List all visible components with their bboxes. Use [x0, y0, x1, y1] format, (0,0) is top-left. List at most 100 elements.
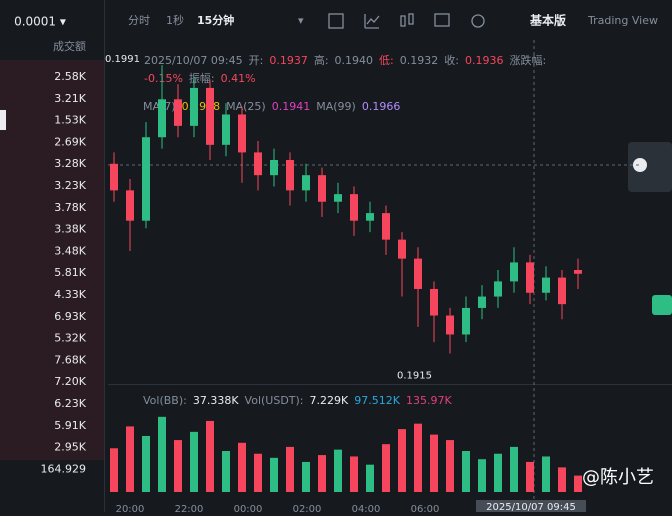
- volume-bar: [558, 467, 566, 492]
- book-value: 7.20K: [54, 375, 86, 388]
- volume-bar: [478, 459, 486, 492]
- info-text: 2025/10/07 09:45: [144, 54, 243, 67]
- info-text: 0.1937: [269, 54, 308, 67]
- candle-body: [190, 87, 198, 126]
- volume-bar: [238, 442, 246, 492]
- divider: [108, 384, 672, 385]
- step[interactable]: 0.0001 ▾: [14, 15, 66, 29]
- candle-body: [510, 262, 518, 282]
- volume-bar: [414, 423, 422, 492]
- info-text: 97.512K: [354, 394, 400, 407]
- info-text: 开:: [249, 54, 264, 67]
- book-value: 2.95K: [54, 441, 86, 454]
- info-text: 0.1940: [335, 54, 374, 67]
- candle-body: [558, 277, 566, 305]
- candle-body: [206, 87, 214, 145]
- basic-mode[interactable]: 基本版: [529, 13, 566, 28]
- book-value: 5.91K: [54, 419, 86, 432]
- info-text: 低:: [379, 54, 394, 67]
- volume-bar: [398, 429, 406, 492]
- candle-body: [462, 307, 470, 335]
- candle-body: [286, 160, 294, 191]
- book-value: 3.23K: [54, 179, 86, 192]
- candle-body: [414, 258, 422, 289]
- volume-bar: [142, 435, 150, 492]
- book-value: 3.21K: [54, 92, 86, 105]
- interval[interactable]: 1秒: [166, 13, 184, 27]
- info-text: 0.1966: [362, 100, 401, 113]
- volume-bar: [126, 426, 134, 492]
- book-value: 3.48K: [54, 244, 86, 257]
- plus-icon[interactable]: [633, 158, 647, 172]
- time-label: 04:00: [352, 504, 381, 512]
- volume-bar: [270, 457, 278, 492]
- info-text: 收:: [444, 53, 459, 67]
- volume-bar: [158, 416, 166, 492]
- dropdown[interactable]: ▾: [298, 14, 304, 27]
- side-button[interactable]: [628, 142, 672, 192]
- interval[interactable]: 15分钟: [197, 13, 234, 27]
- candle-body: [110, 163, 118, 191]
- divider: [104, 0, 105, 512]
- marker: [0, 110, 6, 130]
- info-text: 涨跌幅:: [509, 53, 546, 67]
- info-text: 0.1936: [465, 54, 504, 67]
- book-value: 4.33K: [54, 288, 86, 301]
- info-text: -0.15%: [144, 72, 183, 85]
- candle-body: [398, 239, 406, 259]
- tv-mode[interactable]: Trading View: [587, 14, 658, 27]
- candle-body: [430, 288, 438, 316]
- book-header: 成交额: [53, 39, 86, 53]
- info-text: 0.1941: [272, 100, 311, 113]
- volume-bar: [462, 451, 470, 492]
- candle-body: [574, 270, 582, 274]
- candle-body: [270, 160, 278, 176]
- volume-bar: [206, 420, 214, 492]
- max-label: 0.1991: [105, 54, 140, 65]
- time-label: 22:00: [175, 504, 204, 512]
- volume-bar: [350, 456, 358, 492]
- candle-body: [238, 114, 246, 153]
- volume-bar: [318, 455, 326, 492]
- volume-bar: [190, 431, 198, 492]
- info-text: 37.338K: [193, 394, 239, 407]
- book-value: 2.69K: [54, 135, 86, 148]
- toolbar-icons[interactable]: [328, 13, 485, 29]
- time-tag: [476, 500, 586, 512]
- book-value: 3.78K: [54, 201, 86, 214]
- candle-body: [126, 190, 134, 221]
- volume-bar: [574, 475, 582, 492]
- candle-body: [174, 99, 182, 126]
- volume-bar: [526, 461, 534, 492]
- candle-body: [446, 315, 454, 335]
- candle-body: [334, 194, 342, 202]
- book-value: 2.58K: [54, 70, 86, 83]
- book-value: 6.93K: [54, 310, 86, 323]
- candle-body: [350, 194, 358, 221]
- interval[interactable]: 分时: [128, 14, 150, 27]
- time-label: 20:00: [116, 504, 145, 512]
- volume-bar: [110, 448, 118, 492]
- volume-bar: [542, 456, 550, 492]
- info-text: 0.1932: [400, 54, 439, 67]
- volume-bar: [334, 449, 342, 492]
- info-text: 135.97K: [406, 394, 452, 407]
- volume-bar: [382, 444, 390, 492]
- book-value: 3.38K: [54, 223, 86, 236]
- volume-bar: [494, 453, 502, 492]
- volume-bar: [254, 453, 262, 492]
- book-value: 3.28K: [54, 157, 86, 170]
- info-text: 0.41%: [221, 72, 256, 85]
- volume-bar: [366, 464, 374, 492]
- volume-bar: [446, 440, 454, 492]
- candle-body: [254, 152, 262, 176]
- volume-bar: [286, 446, 294, 492]
- info-text: 振幅:: [189, 71, 215, 85]
- crosshair-time: 2025/10/07 09:45: [486, 502, 576, 512]
- book-value: 6.23K: [54, 397, 86, 410]
- candle-body: [382, 213, 390, 240]
- volume-bar: [302, 461, 310, 492]
- time-label: 00:00: [234, 504, 263, 512]
